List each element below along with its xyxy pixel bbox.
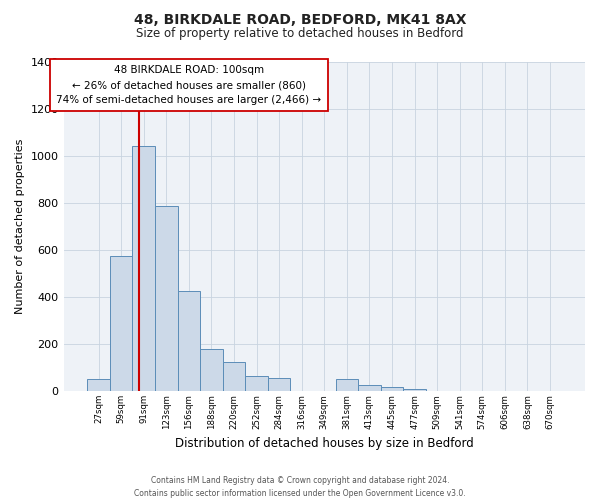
Bar (110, 256, 133, 391)
X-axis label: Distribution of detached houses by size in Bedford: Distribution of detached houses by size … (175, 437, 473, 450)
Bar (133, 146, 155, 391)
Text: Size of property relative to detached houses in Bedford: Size of property relative to detached ho… (136, 28, 464, 40)
Bar (381, 388, 403, 391)
Bar (335, 379, 358, 391)
Bar (87, 379, 110, 391)
Bar (245, 376, 268, 391)
Bar (358, 385, 381, 391)
Bar (223, 362, 245, 391)
Bar (403, 389, 426, 391)
Bar (268, 378, 290, 391)
Bar (155, 206, 178, 391)
Bar (178, 291, 200, 391)
Bar (200, 348, 223, 391)
Y-axis label: Number of detached properties: Number of detached properties (15, 138, 25, 314)
Text: 48 BIRKDALE ROAD: 100sqm
← 26% of detached houses are smaller (860)
74% of semi-: 48 BIRKDALE ROAD: 100sqm ← 26% of detach… (56, 65, 322, 105)
Text: Contains HM Land Registry data © Crown copyright and database right 2024.
Contai: Contains HM Land Registry data © Crown c… (134, 476, 466, 498)
Text: 48, BIRKDALE ROAD, BEDFORD, MK41 8AX: 48, BIRKDALE ROAD, BEDFORD, MK41 8AX (134, 12, 466, 26)
